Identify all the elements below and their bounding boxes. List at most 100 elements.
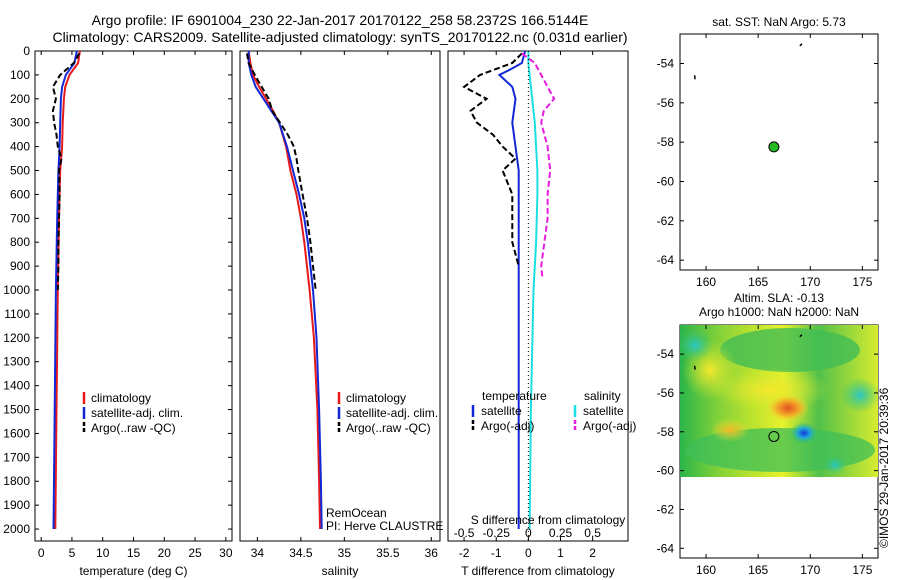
sla_map-ytick-label: -64 — [657, 541, 675, 555]
difference-series-t-satellite — [497, 50, 527, 529]
sla_map-ytick-label: -54 — [657, 347, 675, 361]
depth-tick-label: 1300 — [3, 355, 30, 369]
sla-map-title-line-2: Argo h1000: NaN h2000: NaN — [699, 305, 859, 319]
depth-tick-label: 0 — [23, 44, 30, 58]
difference-salinity-tick-label: -0.5 — [454, 526, 475, 540]
salinity-legend-label: satellite-adj. clim. — [346, 406, 438, 420]
salinity-legend-label: climatology — [346, 391, 406, 405]
difference-legend-label: Argo(-adj) — [583, 419, 636, 433]
sla_map-island-macquarie — [693, 365, 696, 370]
depth-tick-label: 800 — [10, 235, 30, 249]
temperature-xtick-label: 25 — [188, 546, 202, 560]
figure-title-line-2: Climatology: CARS2009. Satellite-adjuste… — [52, 29, 628, 45]
depth-tick-label: 400 — [10, 140, 30, 154]
sst_map-xtick-label: 165 — [748, 275, 768, 289]
depth-tick-label: 1500 — [3, 403, 30, 417]
sst_map-island-macquarie — [693, 75, 696, 80]
depth-tick-label: 500 — [10, 164, 30, 178]
map-frame-sst_map — [679, 33, 879, 271]
sla_map-ytick-label: -58 — [657, 425, 675, 439]
sla-field-orange-eddy — [710, 418, 750, 442]
sst_map-xtick-label: 160 — [696, 275, 716, 289]
plot-frame-difference — [447, 50, 629, 542]
temperature-legend-label: climatology — [91, 391, 151, 405]
salinity-series-satellite-adj-clim- — [247, 51, 323, 530]
sla_map-ytick-label: -60 — [657, 464, 675, 478]
salinity-annotation: PI: Herve CLAUSTRE — [326, 519, 443, 533]
depth-tick-label: 1200 — [3, 331, 30, 345]
difference-xtick-label: -2 — [459, 546, 470, 560]
depth-tick-label: 100 — [10, 68, 30, 82]
difference-series-s-argo-adj- — [521, 52, 556, 279]
difference-salinity-tick-label: -0.25 — [483, 526, 511, 540]
depth-tick-label: 1400 — [3, 379, 30, 393]
difference-legend-label: Argo(-adj) — [481, 419, 534, 433]
temperature-xtick-label: 15 — [127, 546, 141, 560]
sla_map-argo-position-marker — [768, 430, 780, 442]
depth-tick-label: 600 — [10, 187, 30, 201]
difference-xtick-label: 1 — [557, 546, 564, 560]
sla-field-green-band — [720, 328, 860, 372]
depth-tick-label: 300 — [10, 116, 30, 130]
depth-tick-label: 700 — [10, 211, 30, 225]
difference-xtick-label: 2 — [589, 546, 596, 560]
temperature-legend-label: Argo(..raw -QC) — [91, 421, 176, 435]
sst_map-ytick-label: -56 — [657, 96, 675, 110]
difference-xtick-label: 0 — [525, 546, 532, 560]
depth-tick-label: 2000 — [3, 522, 30, 536]
sla-field-blue-eddy — [790, 422, 818, 444]
salinity-xtick-label: 34 — [251, 546, 265, 560]
difference-salinity-tick-label: 0.5 — [584, 526, 601, 540]
imos-credit: ©IMOS 29-Jan-2017 20:39:36 — [877, 387, 891, 548]
salinity-series-argo-raw-qc- — [246, 53, 317, 291]
temperature-xtick-label: 20 — [158, 546, 172, 560]
depth-tick-label: 1000 — [3, 283, 30, 297]
sst-map-title: sat. SST: NaN Argo: 5.73 — [712, 15, 846, 29]
salinity-annotation: RemOcean — [326, 506, 387, 520]
figure-title-line-1: Argo profile: IF 6901004_230 22-Jan-2017… — [91, 12, 589, 28]
difference-xtick-label: -1 — [491, 546, 502, 560]
temperature-xlabel: temperature (deg C) — [79, 564, 187, 578]
difference-salinity-axis-label: S difference from climatology — [471, 513, 626, 527]
sla_map-island-campbell — [799, 334, 803, 338]
difference-series-t-argo-adj- — [462, 52, 523, 267]
sst_map-ytick-label: -60 — [657, 175, 675, 189]
depth-tick-label: 1100 — [4, 307, 30, 321]
temperature-legend-label: satellite-adj. clim. — [91, 406, 183, 420]
salinity-xtick-label: 35.5 — [376, 546, 400, 560]
sla_map-ytick-label: -56 — [657, 386, 675, 400]
difference-xlabel: T difference from climatology — [461, 564, 615, 578]
difference-salinity-tick-label: 0 — [525, 526, 532, 540]
salinity-legend-label: Argo(..raw -QC) — [346, 421, 431, 435]
plot-frame-salinity — [239, 50, 441, 542]
sst_map-ytick-label: -64 — [657, 253, 675, 267]
sla-map-title-line-1: Altim. SLA: -0.13 — [734, 291, 824, 305]
depth-tick-label: 1900 — [3, 498, 30, 512]
temperature-xtick-label: 0 — [38, 546, 45, 560]
sla_map-xtick-label: 170 — [800, 563, 820, 577]
sla-field-red-eddy — [766, 394, 810, 422]
sst_map-ytick-label: -58 — [657, 135, 675, 149]
sla_map-xtick-label: 160 — [696, 563, 716, 577]
sst_map-xtick-label: 170 — [800, 275, 820, 289]
temperature-series-argo-raw-qc- — [51, 52, 81, 291]
sst_map-island-campbell — [799, 43, 803, 47]
temperature-series-satellite-adj-clim- — [52, 50, 78, 530]
depth-tick-label: 200 — [10, 92, 30, 106]
salinity-series-climatology — [247, 50, 321, 530]
sla-field-cyan-eddy-2 — [840, 377, 878, 413]
sst_map-ytick-label: -54 — [657, 57, 675, 71]
sst_map-xtick-label: 175 — [852, 275, 872, 289]
temperature-series-climatology — [54, 50, 81, 530]
sla_map-xtick-label: 175 — [852, 563, 872, 577]
temperature-xtick-label: 30 — [219, 546, 233, 560]
sla-field-cyan-eddy-3 — [823, 455, 847, 475]
difference-legend-label: satellite — [481, 404, 522, 418]
plot-frame-temperature — [34, 50, 233, 542]
depth-tick-label: 1800 — [3, 474, 30, 488]
sst_map-ytick-label: -62 — [657, 214, 675, 228]
difference-salinity-tick-label: 0.25 — [549, 526, 573, 540]
depth-tick-label: 900 — [10, 259, 30, 273]
depth-tick-label: 1700 — [3, 450, 30, 464]
